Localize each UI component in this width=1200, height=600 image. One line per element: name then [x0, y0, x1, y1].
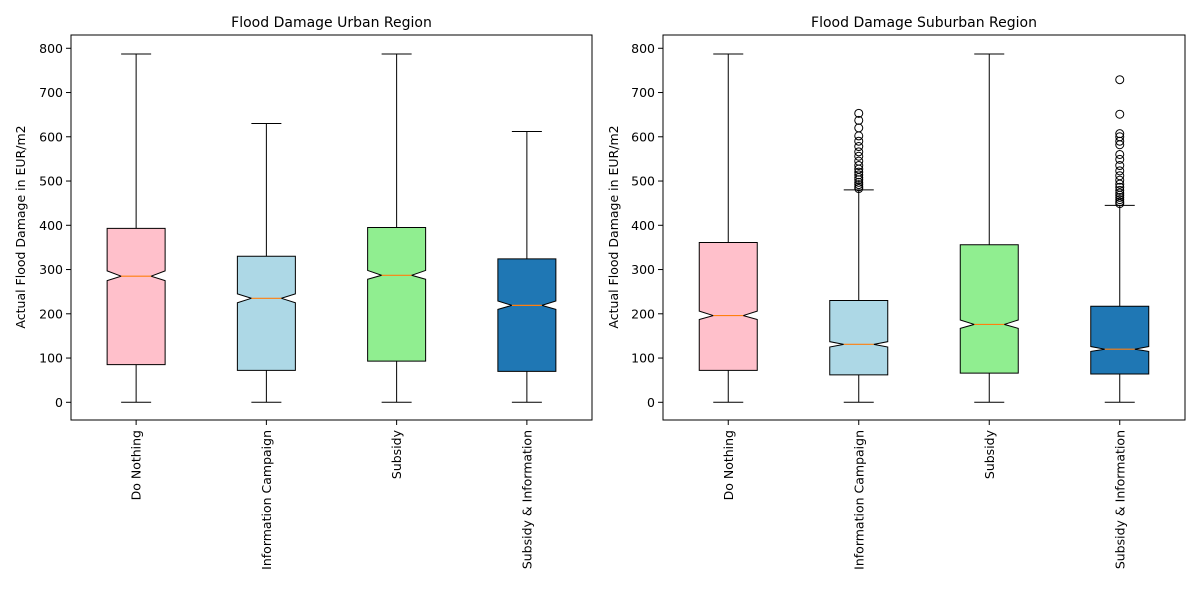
urban-x-tick-label-information-campaign: Information Campaign [259, 430, 274, 570]
suburban-subsidy-and-information-outlier-point [1115, 171, 1125, 181]
suburban-information-campaign-outlier-point [854, 147, 864, 157]
suburban-information-campaign-outlier-point [854, 156, 864, 166]
suburban-y-tick-label: 300 [631, 262, 655, 277]
urban-y-tick-label: 200 [39, 306, 63, 321]
suburban-subsidy-and-information-box [1090, 75, 1150, 403]
urban-subsidy-and-information-notched-box [497, 258, 557, 372]
suburban-y-tick-label: 800 [631, 41, 655, 56]
urban-y-tick-label: 400 [39, 218, 63, 233]
suburban-information-campaign-notched-box [829, 300, 889, 376]
suburban-subsidy-and-information-outlier-point [1115, 192, 1125, 202]
suburban-subsidy-and-information-outlier-point [1115, 161, 1125, 171]
suburban-subsidy-and-information-outlier-point [1115, 154, 1125, 164]
suburban-y-tick-label: 600 [631, 129, 655, 144]
suburban-information-campaign-outlier-point [854, 115, 864, 125]
suburban-do-nothing-notched-box [698, 242, 758, 371]
urban-chart-title: Flood Damage Urban Region [231, 15, 432, 31]
suburban-subsidy-and-information-outlier-point [1115, 109, 1125, 119]
suburban-subsidy-and-information-outlier-point [1115, 132, 1125, 142]
suburban-subsidy-and-information-notched-box [1090, 305, 1150, 375]
suburban-subsidy-and-information-outlier-point [1115, 195, 1125, 205]
suburban-subsidy-and-information-outlier-point [1115, 197, 1125, 207]
urban-x-tick-label-do-nothing: Do Nothing [129, 430, 144, 500]
suburban-x-tick-label-do-nothing: Do Nothing [721, 430, 736, 500]
suburban-y-tick-label: 700 [631, 85, 655, 100]
suburban-information-campaign-outlier-point [854, 182, 864, 192]
urban-subsidy-notched-box [367, 227, 427, 362]
suburban-subsidy-and-information-outlier-point [1115, 129, 1125, 139]
suburban-x-tick-label-subsidy-and-information: Subsidy & Information [1112, 430, 1127, 569]
suburban-information-campaign-outlier-point [854, 167, 864, 177]
urban-y-tick-label: 100 [39, 351, 63, 366]
suburban-information-campaign-outlier-point [854, 180, 864, 190]
urban-plot-area-frame [70, 34, 593, 421]
urban-y-tick-label: 800 [39, 41, 63, 56]
urban-y-tick-label: 0 [55, 395, 63, 410]
urban-region-panel: Flood Damage Urban Region Actual Flood D… [13, 15, 593, 570]
suburban-x-tick-label-subsidy: Subsidy [982, 429, 997, 479]
suburban-y-axis-label: Actual Flood Damage in EUR/m2 [606, 125, 621, 328]
suburban-plot-area-frame [662, 34, 1186, 421]
suburban-subsidy-and-information-outlier-point [1115, 188, 1125, 198]
urban-information-campaign-box [236, 123, 296, 403]
urban-information-campaign-notched-box [236, 255, 296, 371]
suburban-y-tick-label: 400 [631, 218, 655, 233]
suburban-subsidy-and-information-outlier-point [1115, 149, 1125, 159]
urban-y-tick-label: 600 [39, 129, 63, 144]
suburban-information-campaign-outlier-point [854, 142, 864, 152]
suburban-y-tick-label: 100 [631, 351, 655, 366]
urban-subsidy-and-information-box [497, 130, 557, 403]
suburban-information-campaign-outlier-point [854, 151, 864, 161]
suburban-subsidy-and-information-outlier-point [1115, 166, 1125, 176]
suburban-y-tick-label: 200 [631, 306, 655, 321]
suburban-y-tick-label: 500 [631, 174, 655, 189]
suburban-x-tick-label-information-campaign: Information Campaign [851, 430, 866, 570]
urban-y-axis-label: Actual Flood Damage in EUR/m2 [13, 125, 28, 328]
suburban-information-campaign-outlier-point [854, 131, 864, 141]
urban-y-tick-label: 300 [39, 262, 63, 277]
suburban-information-campaign-outlier-point [854, 170, 864, 180]
suburban-information-campaign-outlier-point [854, 123, 864, 133]
suburban-chart-title: Flood Damage Suburban Region [811, 15, 1037, 31]
suburban-subsidy-and-information-outlier-point [1115, 75, 1125, 85]
urban-x-tick-label-subsidy: Subsidy [389, 429, 404, 479]
suburban-subsidy-box [959, 53, 1019, 403]
suburban-y-tick-label: 0 [647, 395, 655, 410]
suburban-subsidy-and-information-outlier-point [1115, 182, 1125, 192]
suburban-information-campaign-outlier-point [854, 108, 864, 118]
urban-y-tick-label: 500 [39, 174, 63, 189]
suburban-subsidy-notched-box [959, 244, 1019, 374]
suburban-information-campaign-outlier-point [854, 136, 864, 146]
suburban-subsidy-and-information-outlier-point [1115, 185, 1125, 195]
suburban-information-campaign-outlier-point [854, 161, 864, 171]
urban-x-tick-label-subsidy-and-information: Subsidy & Information [519, 430, 534, 569]
urban-do-nothing-box [106, 53, 166, 403]
urban-subsidy-box [367, 53, 427, 403]
suburban-subsidy-and-information-outlier-point [1115, 175, 1125, 185]
suburban-region-panel: Flood Damage Suburban Region Actual Floo… [606, 15, 1186, 570]
suburban-do-nothing-box [698, 53, 758, 403]
urban-y-tick-label: 700 [39, 85, 63, 100]
urban-do-nothing-notched-box [106, 227, 166, 366]
suburban-information-campaign-box [829, 108, 889, 403]
